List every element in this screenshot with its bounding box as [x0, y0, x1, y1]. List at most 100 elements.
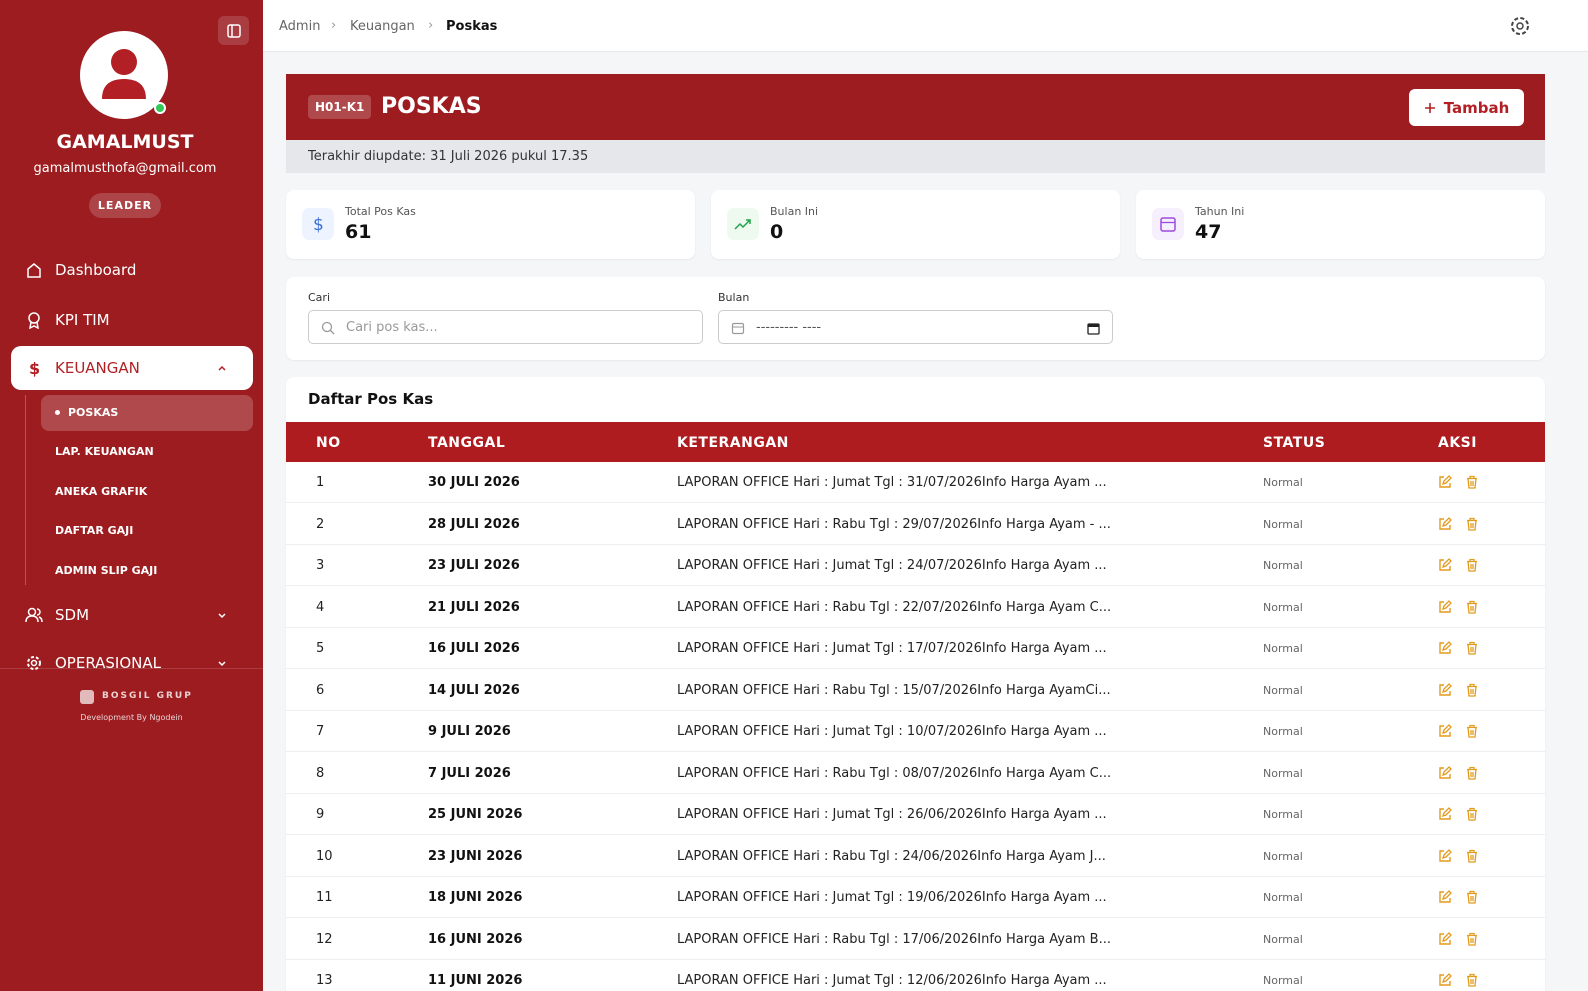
edit-button[interactable] [1438, 475, 1452, 493]
submenu-item[interactable]: ADMIN SLIP GAJI [55, 564, 158, 577]
edit-button[interactable] [1438, 682, 1452, 701]
row-no: 11 [316, 890, 333, 905]
column-header: STATUS [1263, 435, 1326, 451]
submenu-item[interactable]: POSKAS [68, 406, 119, 419]
month-input[interactable]: --------- ---- [718, 310, 1113, 344]
delete-button[interactable] [1465, 932, 1479, 950]
row-date: 23 JUNI 2026 [428, 848, 523, 864]
collapse-button[interactable] [218, 16, 249, 45]
delete-button[interactable] [1465, 517, 1479, 535]
brand-name: BOSGIL GRUP [102, 691, 193, 701]
delete-button[interactable] [1465, 890, 1479, 908]
row-no: 1 [316, 475, 325, 490]
row-no: 10 [316, 848, 333, 864]
separator: › [331, 18, 337, 33]
menu-item[interactable]: KPI TIM [11, 298, 253, 342]
brand-logo [80, 690, 94, 704]
row-date: 16 JULI 2026 [428, 641, 520, 656]
row-description: LAPORAN OFFICE Hari : Rabu Tgl : 15/07/2… [677, 682, 1111, 698]
row-no: 6 [316, 682, 325, 698]
edit-button[interactable] [1438, 931, 1452, 950]
delete-button[interactable] [1465, 683, 1479, 701]
row-no: 12 [316, 931, 333, 947]
row-description: LAPORAN OFFICE Hari : Jumat Tgl : 12/06/… [677, 973, 1107, 988]
row-date: 30 JULI 2026 [428, 475, 520, 490]
credit: Development By Ngodein [80, 713, 183, 722]
table-card: Daftar Pos Kas NO TANGGAL KETERANGAN STATUS… [286, 377, 1545, 991]
table-row: 11 18 JUNI 2026 LAPORAN OFFICE Hari : Juma… [286, 877, 1545, 918]
table-row: 1 30 JULI 2026 LAPORAN OFFICE Hari : Jumat… [286, 462, 1545, 503]
svg-text:$: $ [313, 215, 324, 233]
menu-item[interactable]: Dashboard [11, 248, 253, 292]
table-row: 10 23 JUNI 2026 LAPORAN OFFICE Hari : Rabu… [286, 836, 1545, 877]
menu-label: OPERASIONAL [55, 654, 161, 672]
edit-button[interactable] [1438, 848, 1452, 867]
add-button-label: Tambah [1443, 98, 1510, 117]
menu-item-active[interactable]: $ KEUANGAN [11, 346, 253, 390]
delete-button[interactable] [1465, 973, 1479, 991]
delete-button[interactable] [1465, 600, 1479, 618]
row-no: 3 [316, 558, 325, 573]
delete-button[interactable] [1465, 724, 1479, 742]
table-row: 8 7 JULI 2026 LAPORAN OFFICE Hari : Rabu T… [286, 753, 1545, 794]
breadcrumb-current: Poskas [446, 19, 498, 34]
delete-button[interactable] [1465, 558, 1479, 576]
edit-button[interactable] [1438, 641, 1452, 659]
breadcrumb-item[interactable]: Keuangan [350, 19, 415, 34]
edit-button[interactable] [1438, 516, 1452, 535]
month-placeholder: --------- ---- [756, 319, 822, 335]
edit-button[interactable] [1438, 973, 1452, 991]
edit-button[interactable] [1438, 558, 1452, 576]
row-date: 23 JULI 2026 [428, 558, 520, 573]
edit-button[interactable] [1438, 807, 1452, 825]
edit-button[interactable] [1438, 724, 1452, 742]
stat-icon: $ [302, 208, 334, 240]
row-description: LAPORAN OFFICE Hari : Rabu Tgl : 08/07/2… [677, 765, 1112, 781]
table-row: 12 16 JUNI 2026 LAPORAN OFFICE Hari : Rabu… [286, 919, 1545, 960]
row-date: 25 JUNI 2026 [428, 807, 523, 822]
menu-item[interactable]: OPERASIONAL [11, 641, 253, 685]
row-no: 5 [316, 641, 325, 656]
role-badge: LEADER [89, 193, 161, 218]
divider [0, 668, 263, 669]
row-description: LAPORAN OFFICE Hari : Jumat Tgl : 24/07/… [677, 558, 1107, 573]
add-button[interactable]: Tambah [1409, 89, 1524, 126]
row-no: 9 [316, 807, 325, 822]
column-header: AKSI [1438, 435, 1477, 451]
submenu-item[interactable]: LAP. KEUANGAN [55, 445, 154, 458]
table-row: 4 21 JULI 2026 LAPORAN OFFICE Hari : Rabu … [286, 587, 1545, 628]
stat-card: $ Total Pos Kas 61 [286, 190, 695, 259]
breadcrumb-item[interactable]: Admin [279, 19, 321, 34]
filter-label: Cari [308, 291, 330, 304]
delete-button[interactable] [1465, 766, 1479, 784]
delete-button[interactable] [1465, 475, 1479, 493]
updated-text: Terakhir diupdate: 31 Juli 2026 pukul 17… [308, 149, 589, 164]
edit-button[interactable] [1438, 890, 1452, 908]
row-status: Normal [1263, 600, 1303, 614]
submenu-item[interactable]: ANEKA GRAFIK [55, 485, 148, 498]
main: Admin › Keuangan › Poskas H01-K1 POSKAS … [263, 0, 1588, 991]
stat-card: Tahun Ini 47 [1136, 190, 1545, 259]
submenu-item[interactable]: DAFTAR GAJI [55, 524, 134, 537]
edit-button[interactable] [1438, 765, 1452, 784]
row-no: 13 [316, 973, 333, 988]
user-name: GAMALMUST [56, 131, 194, 153]
delete-button[interactable] [1465, 849, 1479, 867]
filter-label: Bulan [718, 291, 750, 304]
menu-label: Dashboard [55, 261, 137, 279]
row-date: 28 JULI 2026 [428, 516, 520, 532]
row-status: Normal [1263, 476, 1303, 489]
sidebar: GAMALMUST gamalmusthofa@gmail.com LEADER… [0, 0, 263, 991]
submenu-active-bg[interactable] [41, 395, 253, 431]
table-row: 2 28 JULI 2026 LAPORAN OFFICE Hari : Rabu … [286, 504, 1545, 545]
search-input[interactable]: Cari pos kas... [308, 310, 703, 344]
settings-icon[interactable] [1509, 15, 1531, 37]
edit-button[interactable] [1438, 599, 1452, 618]
menu-item[interactable]: SDM [11, 593, 253, 637]
bullet [55, 410, 60, 415]
stat-card: Bulan Ini 0 [711, 190, 1120, 259]
table-row: 6 14 JULI 2026 LAPORAN OFFICE Hari : Rabu … [286, 670, 1545, 711]
delete-button[interactable] [1465, 641, 1479, 659]
row-description: LAPORAN OFFICE Hari : Rabu Tgl : 17/06/2… [677, 931, 1111, 947]
delete-button[interactable] [1465, 807, 1479, 825]
